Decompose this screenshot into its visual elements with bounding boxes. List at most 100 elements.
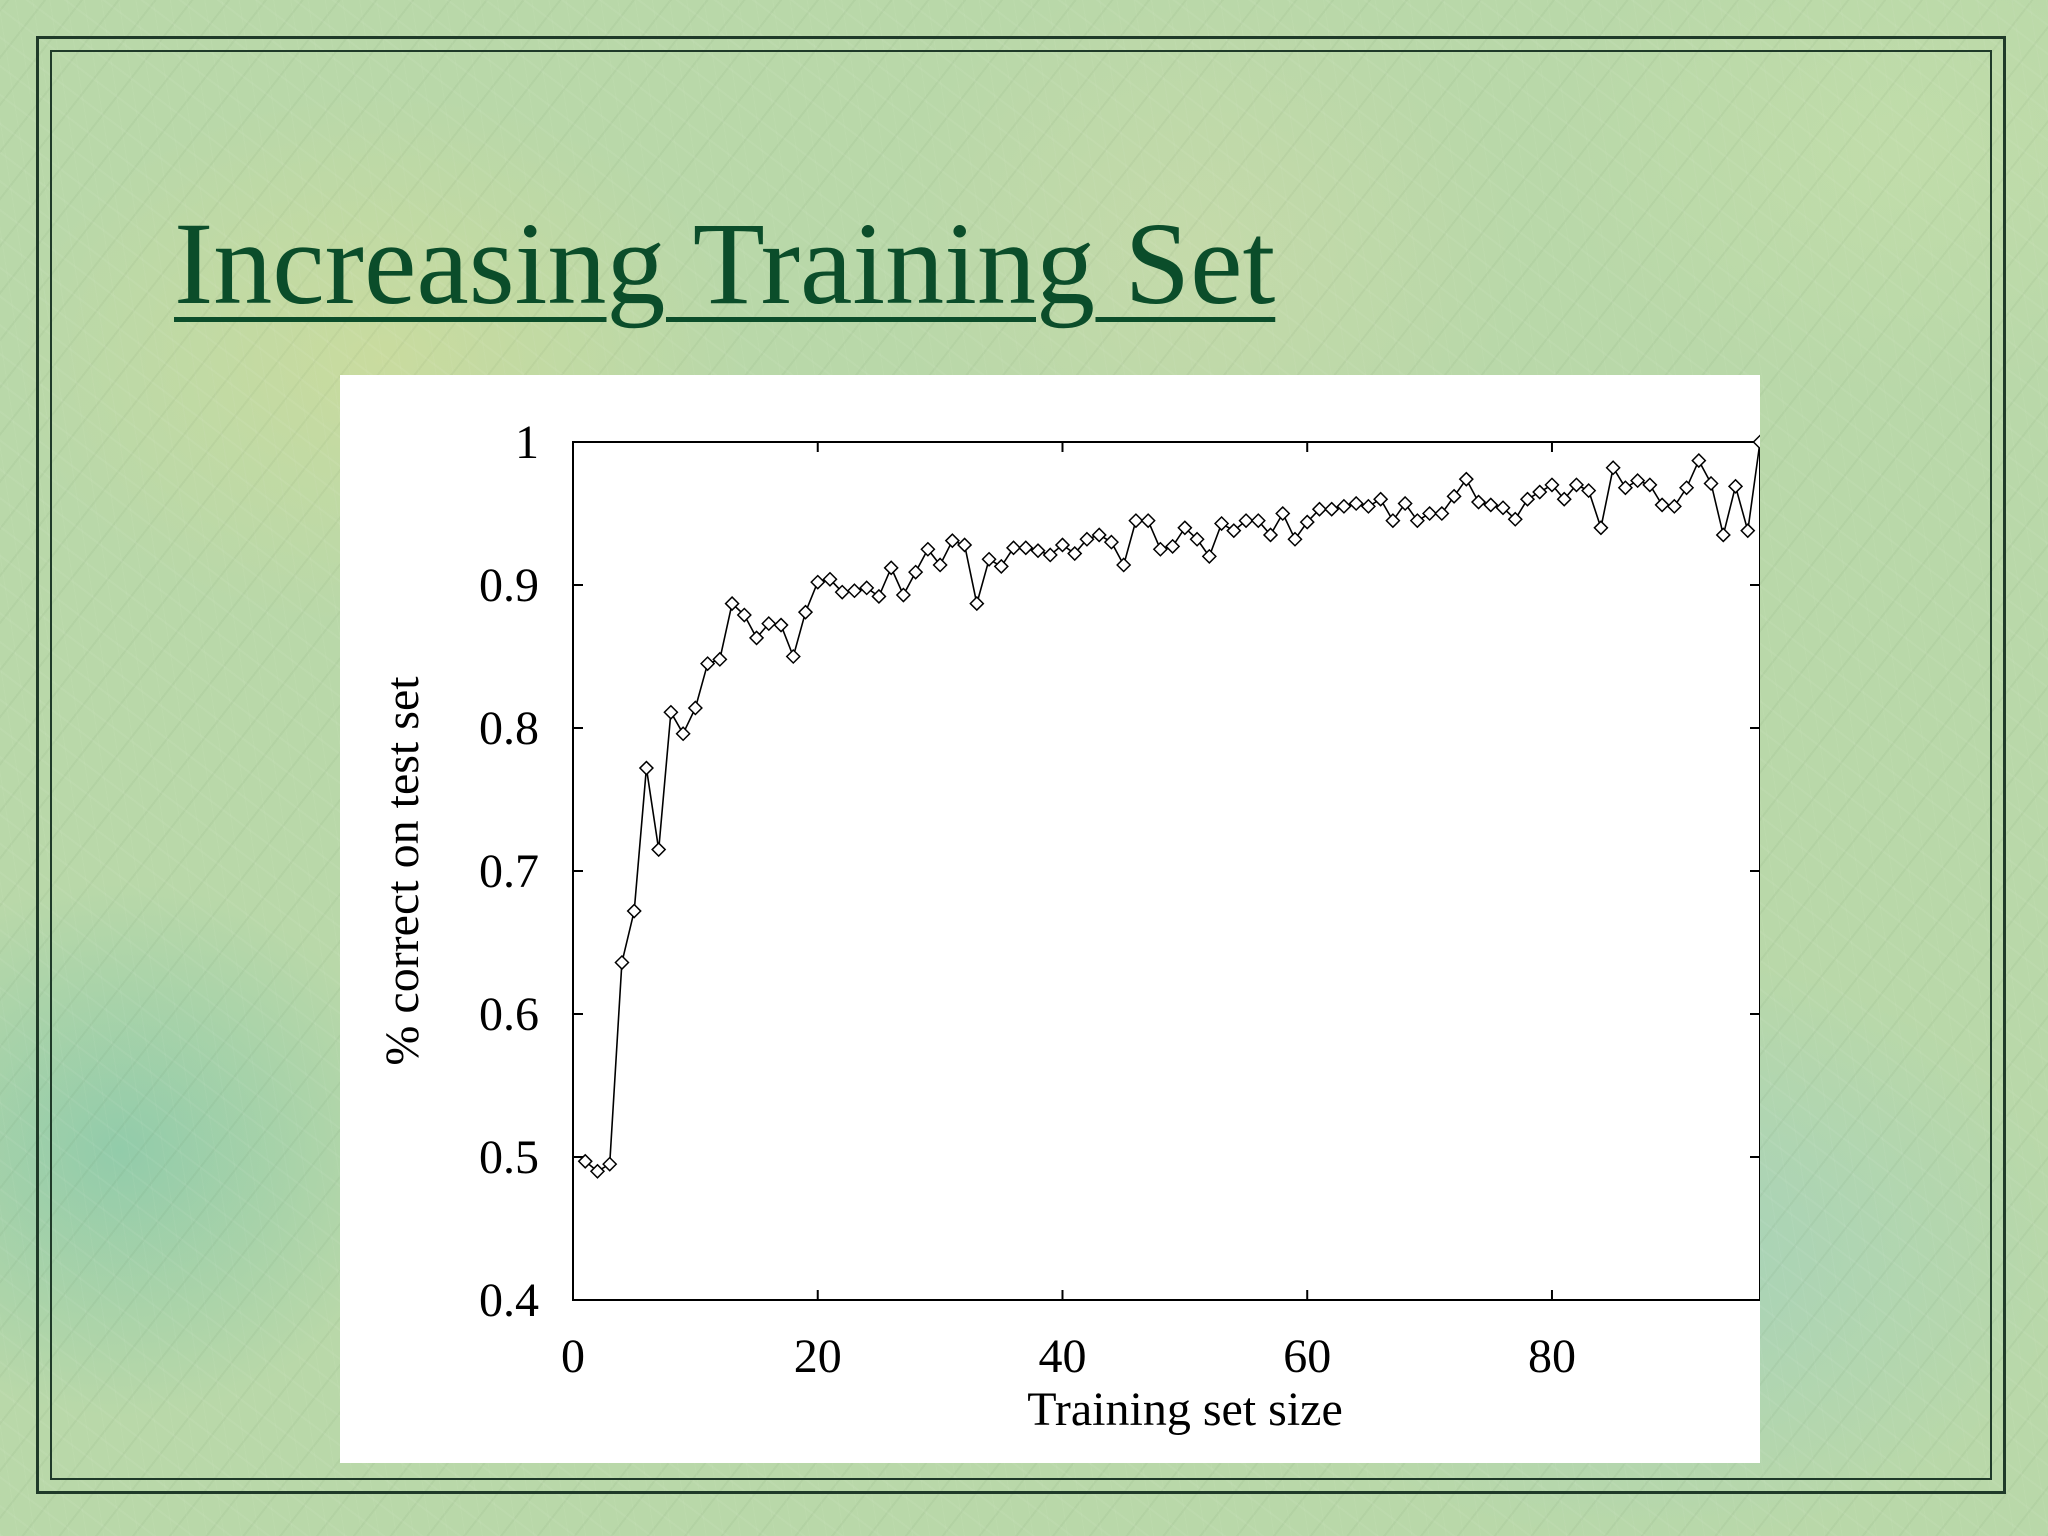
data-point-marker [993, 558, 1009, 574]
data-point-marker [920, 541, 936, 557]
data-point-marker [1226, 523, 1242, 539]
data-point-marker [1030, 543, 1046, 559]
x-tick-label: 0 [561, 1330, 585, 1383]
data-point-marker [810, 574, 826, 590]
data-point-marker [1654, 497, 1670, 513]
data-point-marker [748, 630, 765, 646]
data-point-marker [1299, 514, 1315, 530]
data-point-marker [1201, 548, 1217, 564]
data-point-marker [1262, 527, 1279, 543]
data-point-marker [626, 903, 642, 919]
data-point-marker [1679, 480, 1695, 496]
data-point-marker [871, 588, 887, 605]
data-point-marker [1140, 513, 1156, 529]
data-point-marker [1214, 515, 1230, 532]
data-point-marker [957, 537, 973, 553]
data-point-marker [1311, 501, 1328, 517]
data-point-marker [1238, 513, 1254, 529]
slide-title: Increasing Training Set [174, 198, 1276, 329]
data-point-marker [602, 1156, 618, 1172]
y-tick-label: 0.6 [479, 988, 539, 1041]
data-point-marker [1507, 511, 1523, 527]
data-point-marker [1018, 540, 1034, 556]
data-point-marker [663, 704, 679, 720]
data-point-marker [614, 954, 630, 971]
data-point-marker [1727, 478, 1744, 494]
data-point-marker [1532, 484, 1548, 500]
data-point-marker [1642, 477, 1658, 493]
y-tick-label: 0.4 [479, 1274, 539, 1327]
data-markers [577, 434, 1768, 1179]
data-point-marker [1091, 527, 1107, 543]
data-point-marker [1067, 545, 1083, 562]
data-point-marker [651, 841, 667, 858]
data-point-marker [1348, 495, 1364, 512]
learning-curve-chart: 0 20 40 60 80 0.4 0.5 0.6 0.7 0.8 0.9 1 Training s… [376, 416, 1768, 1436]
data-point-marker [1152, 541, 1168, 557]
data-point-marker [1740, 523, 1756, 539]
data-point-marker [700, 656, 716, 672]
data-point-marker [895, 587, 911, 603]
data-point-marker [1519, 491, 1536, 507]
data-point-marker [1617, 480, 1633, 496]
y-axis-label: % correct on test set [376, 676, 429, 1066]
data-point-marker [1373, 491, 1389, 507]
slide-border-outer [36, 36, 2006, 1494]
data-point-marker [1128, 513, 1144, 529]
data-point-marker [773, 617, 789, 633]
data-point-marker [1336, 498, 1352, 514]
data-point-marker [1409, 513, 1425, 529]
data-point-marker [822, 571, 838, 587]
data-point-marker [1593, 520, 1609, 536]
data-point-marker [675, 726, 691, 742]
chart-panel: 0 20 40 60 80 0.4 0.5 0.6 0.7 0.8 0.9 1 Training s… [340, 375, 1768, 1463]
data-point-marker [797, 604, 814, 620]
slide-border-inner [50, 50, 1992, 1480]
data-point-marker [883, 560, 899, 576]
data-point-marker [1458, 471, 1474, 487]
data-point-marker [932, 557, 948, 573]
data-point-marker [1324, 501, 1340, 517]
data-point-marker [1495, 500, 1511, 516]
x-tick-label: 40 [1038, 1330, 1086, 1383]
data-point-marker [1630, 473, 1646, 489]
data-point-marker [1165, 538, 1181, 554]
data-point-marker [1275, 505, 1291, 522]
data-point-marker [687, 700, 703, 716]
data-point-marker [1483, 497, 1499, 513]
data-point-marker [761, 616, 777, 632]
data-point-marker [1116, 557, 1132, 573]
data-point-marker [1422, 505, 1438, 522]
data-point-marker [1752, 434, 1768, 450]
data-point-marker [1691, 453, 1707, 469]
data-point-marker [834, 584, 850, 600]
data-point-marker [589, 1163, 606, 1179]
data-point-marker [785, 648, 801, 665]
data-point-marker [1446, 488, 1462, 504]
x-tick-label: 60 [1283, 1330, 1331, 1383]
data-point-marker [1189, 531, 1205, 547]
data-point-marker [1385, 513, 1401, 529]
data-point-marker [1605, 460, 1621, 476]
data-point-marker [859, 580, 875, 596]
data-point-marker [969, 596, 985, 612]
data-point-marker [846, 583, 863, 599]
y-tick-label: 0.7 [479, 845, 539, 898]
data-point-marker [1054, 537, 1071, 553]
data-point-marker [1360, 498, 1376, 514]
y-axis-ticks: 0.4 0.5 0.6 0.7 0.8 0.9 1 [479, 416, 1760, 1327]
data-point-marker [1544, 477, 1560, 493]
data-point-marker [1250, 513, 1266, 529]
data-point-marker [1581, 483, 1597, 499]
data-point-marker [1666, 498, 1682, 514]
data-point-marker [638, 760, 654, 776]
data-point-marker [908, 564, 924, 580]
data-point-marker [1287, 531, 1303, 547]
data-point-marker [1079, 531, 1095, 547]
data-point-marker [577, 1153, 593, 1169]
data-point-marker [1042, 547, 1058, 563]
x-tick-label: 80 [1528, 1330, 1576, 1383]
data-point-marker [1470, 494, 1487, 510]
plot-area-frame [572, 441, 1761, 1301]
x-tick-label: 20 [794, 1330, 842, 1383]
